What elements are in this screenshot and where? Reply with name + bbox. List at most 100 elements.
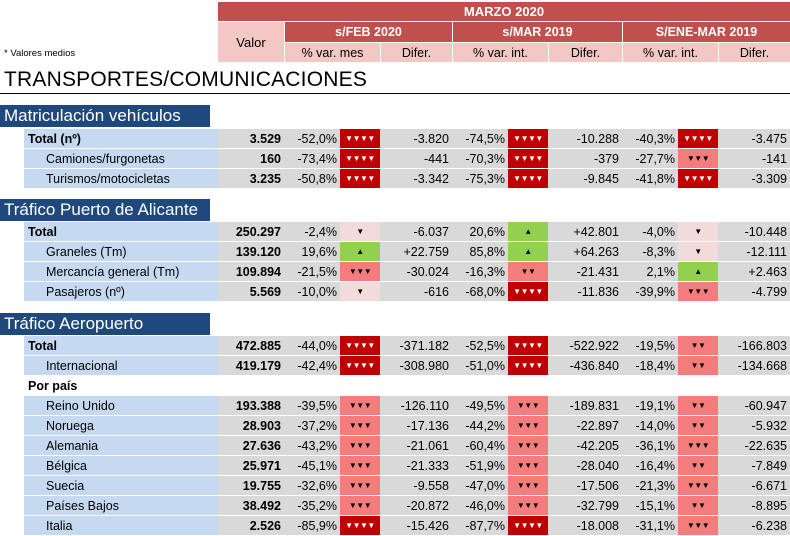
- value-cell: 160: [218, 149, 284, 168]
- pct-var-enemar: -15,1%: [622, 496, 678, 515]
- arrow-indicator-enemar: ▼▼: [678, 336, 718, 355]
- diff-enemar: -134.668: [718, 356, 790, 375]
- arrow-indicator-enemar: ▼▼▼: [678, 149, 718, 168]
- pct-var-enemar: -18,4%: [622, 356, 678, 375]
- arrow-indicator-mar: ▼▼▼▼: [508, 516, 548, 535]
- diff-feb: -21.061: [380, 436, 452, 455]
- diff-feb: -21.333: [380, 456, 452, 475]
- arrow-indicator-feb: ▼▼▼▼: [340, 516, 380, 535]
- table-row: Suecia 19.755 -32,6% ▼▼▼ -9.558 -47,0% ▼▼▼ -17.…: [0, 476, 790, 496]
- pct-var-feb: -35,2%: [284, 496, 340, 515]
- arrow-indicator-mar: ▼▼▼: [508, 436, 548, 455]
- diff-feb: -17.136: [380, 416, 452, 435]
- arrow-indicator-enemar: ▼▼: [678, 356, 718, 375]
- arrow-indicator-feb: ▼▼▼: [340, 436, 380, 455]
- pct-var-feb: -10,0%: [284, 282, 340, 301]
- pct-var-enemar: -19,1%: [622, 396, 678, 415]
- pct-var-enemar: -31,1%: [622, 516, 678, 535]
- pct-var-mar: -68,0%: [452, 282, 508, 301]
- diff-feb: -308.980: [380, 356, 452, 375]
- row-label: Pasajeros (nº): [24, 282, 218, 301]
- header-month: MARZO 2020: [218, 2, 790, 21]
- arrow-indicator-mar: ▼▼▼▼: [508, 169, 548, 188]
- diff-feb: -371.182: [380, 336, 452, 355]
- diff-mar: -11.836: [548, 282, 622, 301]
- pct-var-mar: -46,0%: [452, 496, 508, 515]
- pct-var-mar: -60,4%: [452, 436, 508, 455]
- pct-var-feb: -39,5%: [284, 396, 340, 415]
- diff-feb: -15.426: [380, 516, 452, 535]
- pct-var-feb: -32,6%: [284, 476, 340, 495]
- row-label: Noruega: [24, 416, 218, 435]
- pct-var-enemar: -16,4%: [622, 456, 678, 475]
- diff-enemar: +2.463: [718, 262, 790, 281]
- value-cell: 27.636: [218, 436, 284, 455]
- pct-var-feb: -2,4%: [284, 222, 340, 241]
- arrow-indicator-feb: ▼▼▼: [340, 262, 380, 281]
- arrow-indicator-feb: ▼▼▼▼: [340, 129, 380, 148]
- section-title-puerto: Tráfico Puerto de Alicante: [0, 199, 210, 221]
- table-row: Noruega 28.903 -37,2% ▼▼▼ -17.136 -44,2% ▼▼▼ -2…: [0, 416, 790, 436]
- pct-var-mar: -44,2%: [452, 416, 508, 435]
- diff-feb: -441: [380, 149, 452, 168]
- pct-var-enemar: -8,3%: [622, 242, 678, 261]
- pct-var-feb: -21,5%: [284, 262, 340, 281]
- pct-var-mar: 20,6%: [452, 222, 508, 241]
- arrow-indicator-feb: ▼▼▼: [340, 396, 380, 415]
- pct-var-feb: -44,0%: [284, 336, 340, 355]
- header-sublabel: % var. mes: [284, 43, 380, 62]
- diff-feb: -30.024: [380, 262, 452, 281]
- diff-mar: -379: [548, 149, 622, 168]
- arrow-indicator-mar: ▼▼▼: [508, 476, 548, 495]
- table-row: Alemania 27.636 -43,2% ▼▼▼ -21.061 -60,4% ▼▼▼ -…: [0, 436, 790, 456]
- pct-var-enemar: -4,0%: [622, 222, 678, 241]
- arrow-indicator-mar: ▼▼▼▼: [508, 282, 548, 301]
- diff-enemar: -60.947: [718, 396, 790, 415]
- pct-var-feb: -37,2%: [284, 416, 340, 435]
- pct-var-mar: -74,5%: [452, 129, 508, 148]
- table-row: Reino Unido 193.388 -39,5% ▼▼▼ -126.110 -49,5…: [0, 396, 790, 416]
- table-row: Camiones/furgonetas 160 -73,4% ▼▼▼▼ -441 -70,…: [0, 149, 790, 169]
- header-sublabel: Difer.: [548, 43, 622, 62]
- arrow-indicator-enemar: ▼▼▼▼: [678, 129, 718, 148]
- arrow-indicator-feb: ▼▼▼: [340, 476, 380, 495]
- diff-mar: -189.831: [548, 396, 622, 415]
- diff-mar: -42.205: [548, 436, 622, 455]
- diff-mar: -10.288: [548, 129, 622, 148]
- arrow-indicator-feb: ▼▼▼: [340, 416, 380, 435]
- diff-mar: +42.801: [548, 222, 622, 241]
- diff-enemar: -166.803: [718, 336, 790, 355]
- diff-mar: -21.431: [548, 262, 622, 281]
- arrow-indicator-mar: ▼▼: [508, 262, 548, 281]
- value-cell: 5.569: [218, 282, 284, 301]
- table-row: Mercancía general (Tm) 109.894 -21,5% ▼▼▼ -3…: [0, 262, 790, 282]
- value-cell: 3.235: [218, 169, 284, 188]
- table-row: Total 250.297 -2,4% ▼ -6.037 20,6% ▲ +42.801 -4,…: [0, 222, 790, 242]
- diff-enemar: -22.635: [718, 436, 790, 455]
- diff-enemar: -4.799: [718, 282, 790, 301]
- arrow-indicator-mar: ▼▼▼▼: [508, 149, 548, 168]
- table-row: Turismos/motocicletas 3.235 -50,8% ▼▼▼▼ -3.3…: [0, 169, 790, 189]
- arrow-indicator-mar: ▼▼▼▼: [508, 356, 548, 375]
- row-label: Reino Unido: [24, 396, 218, 415]
- pct-var-mar: 85,8%: [452, 242, 508, 261]
- header-group-enemar: S/ENE-MAR 2019: [622, 22, 790, 42]
- pct-var-enemar: -40,3%: [622, 129, 678, 148]
- diff-enemar: -5.932: [718, 416, 790, 435]
- arrow-indicator-feb: ▼▼▼▼: [340, 149, 380, 168]
- pct-var-enemar: -41,8%: [622, 169, 678, 188]
- header-sublabel: Difer.: [380, 43, 452, 62]
- row-label: Internacional: [24, 356, 218, 375]
- value-cell: 472.885: [218, 336, 284, 355]
- table-row: Total (nº) 3.529 -52,0% ▼▼▼▼ -3.820 -74,5% ▼▼▼…: [0, 129, 790, 149]
- table-row: Graneles (Tm) 139.120 19,6% ▲ +22.759 85,8% ▲ +…: [0, 242, 790, 262]
- value-cell: 139.120: [218, 242, 284, 261]
- diff-mar: -17.506: [548, 476, 622, 495]
- header-valor: Valor: [218, 22, 284, 62]
- value-cell: 19.755: [218, 476, 284, 495]
- pct-var-feb: -43,2%: [284, 436, 340, 455]
- diff-enemar: -6.238: [718, 516, 790, 535]
- row-label: Total (nº): [24, 129, 218, 148]
- pct-var-mar: -87,7%: [452, 516, 508, 535]
- arrow-indicator-mar: ▲: [508, 222, 548, 241]
